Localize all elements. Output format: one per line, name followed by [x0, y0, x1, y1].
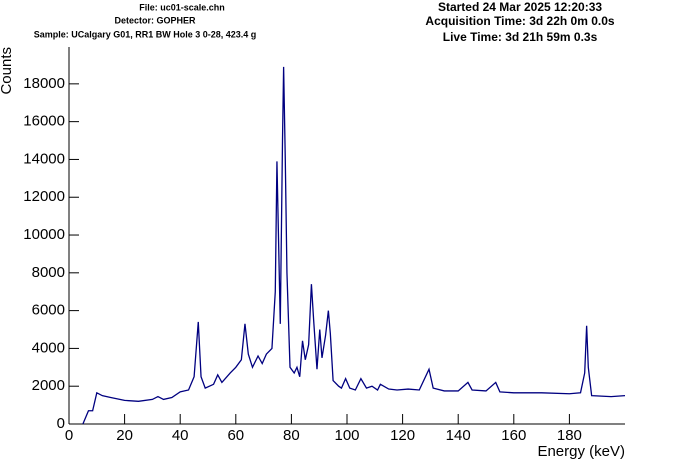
- y-tick-label: 18000: [23, 75, 65, 92]
- acq-time-label: Acquisition Time: 3d 22h 0m 0.0s: [425, 14, 614, 28]
- x-tick-label: 60: [227, 427, 244, 444]
- x-tick-label: 180: [557, 427, 582, 444]
- y-tick-label: 12000: [23, 188, 65, 205]
- x-tick-label: 160: [501, 427, 526, 444]
- live-time-label: Live Time: 3d 21h 59m 0.3s: [443, 30, 598, 44]
- sample-label: Sample: UCalgary G01, RR1 BW Hole 3 0-28…: [34, 29, 257, 39]
- detector-label: Detector: GOPHER: [114, 15, 196, 25]
- x-tick-label: 0: [65, 427, 73, 444]
- x-tick-label: 20: [116, 427, 133, 444]
- x-tick-label: 40: [172, 427, 189, 444]
- y-tick-label: 10000: [23, 226, 65, 243]
- y-tick-label: 16000: [23, 113, 65, 130]
- y-tick-label: 2000: [32, 377, 65, 394]
- start-label: Started 24 Mar 2025 12:20:33: [438, 0, 602, 14]
- y-axis-label: Counts: [0, 47, 15, 95]
- y-tick-label: 8000: [32, 264, 65, 281]
- y-tick-label: 6000: [32, 302, 65, 319]
- y-tick-label: 4000: [32, 339, 65, 356]
- x-axis-label: Energy (keV): [537, 443, 625, 460]
- x-tick-label: 100: [334, 427, 359, 444]
- file-label: File: uc01-scale.chn: [139, 2, 225, 12]
- y-tick-label: 0: [57, 415, 65, 432]
- y-tick-label: 14000: [23, 150, 65, 167]
- x-tick-label: 140: [446, 427, 471, 444]
- spectrum-line: [82, 66, 626, 425]
- x-tick-label: 120: [390, 427, 415, 444]
- x-tick-label: 80: [283, 427, 300, 444]
